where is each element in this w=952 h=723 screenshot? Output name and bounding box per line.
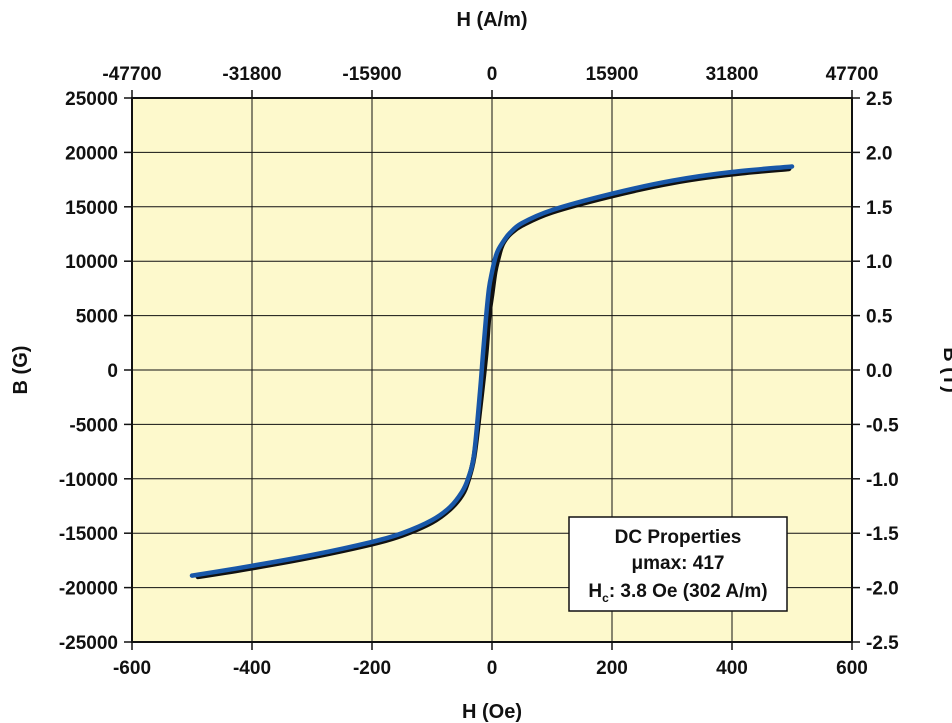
x-tick-label: -200 [353, 658, 391, 679]
x2-tick-label: 15900 [586, 64, 639, 85]
y2-tick-label: 0.0 [866, 361, 892, 382]
y-tick-label: -20000 [59, 579, 118, 600]
y-tick-label: 0 [107, 361, 118, 382]
properties-box: DC Properties μmax: 417 Hc: 3.8 Oe (302 … [568, 516, 788, 612]
properties-box-frame [568, 516, 788, 612]
x-tick-label: 400 [716, 658, 748, 679]
x-tick-label: 200 [596, 658, 628, 679]
y2-tick-label: 2.5 [866, 89, 893, 110]
x-tick-label: 600 [836, 658, 868, 679]
x2-tick-label: -15900 [342, 64, 401, 85]
x-tick-label: -600 [113, 658, 151, 679]
x-tick-label: -400 [233, 658, 271, 679]
x-axis-title: H (Oe) [462, 701, 522, 723]
properties-box-title: DC Properties [615, 527, 742, 548]
y2-tick-label: -1.0 [866, 470, 899, 491]
y-tick-label: -15000 [59, 524, 118, 545]
x2-axis-title: H (A/m) [456, 9, 527, 31]
properties-box-mu: μmax: 417 [632, 553, 725, 574]
y-tick-label: -5000 [69, 415, 118, 436]
grid-lines [132, 98, 852, 642]
y2-tick-label: 1.5 [866, 198, 893, 219]
y2-tick-label: -2.0 [866, 579, 899, 600]
hc-main: H [588, 581, 602, 602]
y-tick-label: -10000 [59, 470, 118, 491]
x2-tick-label: 31800 [706, 64, 759, 85]
x-tick-label: 0 [487, 658, 498, 679]
x2-tick-label: -47700 [102, 64, 161, 85]
y2-tick-label: 0.5 [866, 307, 893, 328]
curves [189, 164, 795, 580]
y2-tick-label: 1.0 [866, 252, 892, 273]
y-tick-label: 15000 [65, 198, 118, 219]
y-axis-title: B (G) [10, 346, 32, 395]
y-tick-label: 5000 [76, 307, 118, 328]
y2-tick-label: -2.5 [866, 633, 899, 654]
y-tick-label: -25000 [59, 633, 118, 654]
y2-axis-title: B (T) [939, 347, 952, 393]
y-tick-label: 25000 [65, 89, 118, 110]
x2-tick-label: 0 [487, 64, 498, 85]
hc-rest: : 3.8 Oe (302 A/m) [609, 581, 768, 602]
y2-tick-label: -0.5 [866, 415, 899, 436]
tick-labels: -600 -47700 -400 -31800 -200 -15900 0 0 200 15900… [59, 64, 899, 679]
y-tick-label: 20000 [65, 143, 118, 164]
series-line-blue [189, 164, 795, 578]
y-tick-label: 10000 [65, 252, 118, 273]
properties-box-hc: Hc: 3.8 Oe (302 A/m) [588, 581, 767, 605]
hc-sub: c [602, 591, 609, 605]
tick-marks [124, 90, 860, 650]
y2-tick-label: -1.5 [866, 524, 899, 545]
x2-tick-label: -31800 [222, 64, 281, 85]
x2-tick-label: 47700 [826, 64, 879, 85]
y2-tick-label: 2.0 [866, 143, 892, 164]
